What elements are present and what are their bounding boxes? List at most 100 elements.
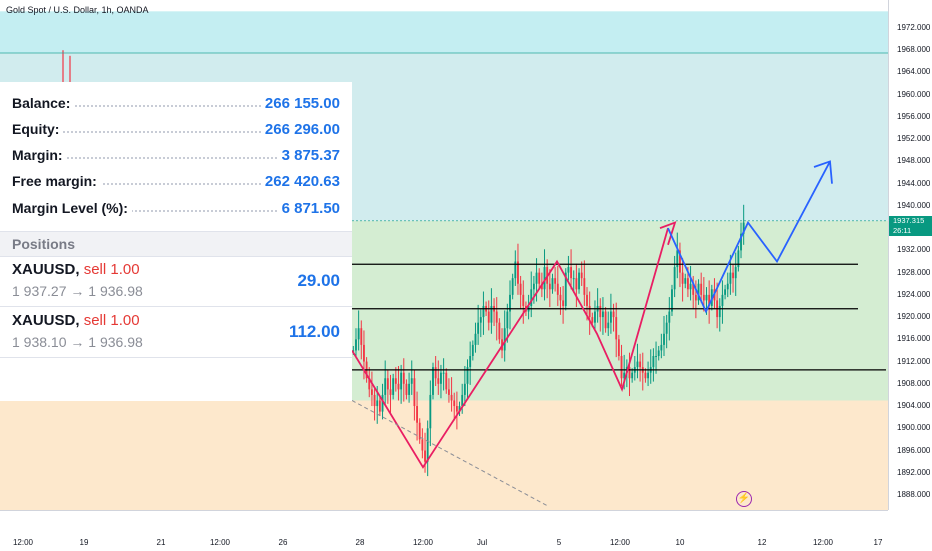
candle: [538, 272, 541, 284]
candle: [636, 361, 639, 368]
candle: [559, 294, 562, 301]
candle: [461, 394, 464, 407]
candle: [357, 328, 360, 340]
candle: [522, 294, 525, 306]
candle: [681, 272, 684, 284]
candle: [660, 344, 663, 351]
candle: [657, 350, 660, 357]
x-tick-label: 28: [355, 538, 365, 547]
position-row[interactable]: XAUUSD, sell 1.00 1 938.10 → 1 936.98 11…: [0, 307, 352, 358]
bar-countdown: 26:11: [893, 226, 912, 235]
candle: [363, 344, 365, 362]
candle: [689, 283, 692, 290]
candle: [575, 278, 578, 290]
candle: [740, 233, 742, 251]
x-tick-label: 10: [675, 538, 685, 547]
y-tick-label: 1920.000: [897, 312, 931, 322]
x-tick-label: 5: [556, 538, 562, 547]
y-tick-label: 1948.000: [897, 156, 931, 166]
y-tick-label: 1924.000: [897, 289, 931, 299]
margin-label: Margin:: [12, 147, 67, 163]
candle: [604, 311, 607, 329]
x-tick-label: 12:00: [609, 538, 631, 547]
account-panel: Balance: 266 155.00 Equity: 266 296.00 M…: [0, 82, 352, 401]
candle: [535, 272, 538, 284]
chart-title: Gold Spot / U.S. Dollar, 1h, OANDA: [6, 5, 149, 15]
candle: [530, 289, 533, 306]
candle: [639, 361, 642, 368]
current-price: 1937.315: [893, 216, 925, 225]
y-tick-label: 1964.000: [897, 67, 931, 77]
candle: [373, 394, 376, 407]
candle: [694, 294, 697, 301]
candle: [378, 400, 381, 412]
candle: [580, 272, 583, 279]
position-pl: 112.00: [288, 322, 340, 341]
candle: [609, 311, 612, 323]
candle: [384, 378, 387, 395]
y-tick-label: 1908.000: [897, 378, 931, 388]
candle: [400, 372, 403, 390]
x-tick-label: 12:00: [812, 538, 834, 547]
candle: [482, 305, 485, 318]
candle: [543, 267, 546, 290]
y-tick-label: 1928.000: [897, 267, 931, 277]
candle: [413, 378, 416, 407]
zigzag-pattern: [351, 227, 669, 469]
y-tick-label: 1900.000: [897, 423, 931, 433]
candle: [599, 305, 602, 318]
candle: [442, 372, 445, 374]
position-symbol: XAUUSD,: [12, 261, 80, 278]
candle: [583, 278, 586, 295]
balance-value: 266 155.00: [260, 95, 340, 112]
current-price-tag: 1937.315 26:11: [889, 216, 932, 236]
candle: [617, 339, 620, 357]
candle: [607, 322, 610, 329]
candle: [551, 278, 554, 290]
y-tick-label: 1932.000: [897, 245, 931, 255]
candle: [692, 283, 695, 295]
candle: [487, 311, 490, 323]
candle: [564, 272, 567, 306]
candle: [729, 272, 732, 284]
candle: [506, 311, 509, 329]
candle: [509, 294, 511, 312]
candle: [355, 339, 357, 351]
candle: [434, 367, 437, 379]
y-tick-label: 1896.000: [897, 445, 931, 455]
candle: [570, 267, 573, 279]
position-symbol: XAUUSD,: [12, 312, 80, 329]
x-tick-label: 12:00: [412, 538, 434, 547]
candle: [416, 406, 418, 423]
position-row[interactable]: XAUUSD, sell 1.00 1 937.27 → 1 936.98 29…: [0, 256, 352, 307]
margin-value: 3 875.37: [277, 147, 340, 164]
candle: [705, 294, 708, 301]
positions-title: Positions: [12, 236, 76, 252]
candle: [514, 261, 517, 279]
candle: [368, 378, 371, 390]
y-tick-label: 1956.000: [897, 111, 931, 121]
candle: [458, 406, 461, 412]
candle: [631, 372, 634, 379]
price-axis[interactable]: 1972.000 1968.000 1964.000 1960.000 1956.000…: [888, 0, 932, 510]
lightning-icon[interactable]: ⚡: [736, 491, 752, 507]
candle: [684, 278, 687, 284]
candle: [567, 267, 570, 273]
candle: [556, 283, 559, 295]
x-tick-label: 26: [278, 538, 288, 547]
x-tick-label: 21: [156, 538, 166, 547]
candle: [432, 367, 434, 395]
y-tick-label: 1912.000: [897, 356, 931, 366]
projection-arrow-head: [813, 160, 833, 184]
candle: [418, 422, 421, 440]
candle: [429, 394, 432, 429]
trend-dashed-line: [351, 400, 549, 507]
candle: [578, 272, 580, 290]
x-tick-label: 12:00: [12, 538, 34, 547]
position-side: sell 1.00: [83, 312, 140, 329]
candle: [702, 294, 705, 301]
y-tick-label: 1968.000: [897, 45, 931, 55]
time-axis[interactable]: 12:00 19 21 12:00 26 28 12:00 Jul 5 12:00 10 12 12:0…: [0, 510, 888, 551]
positions-header: Positions: [0, 231, 352, 257]
